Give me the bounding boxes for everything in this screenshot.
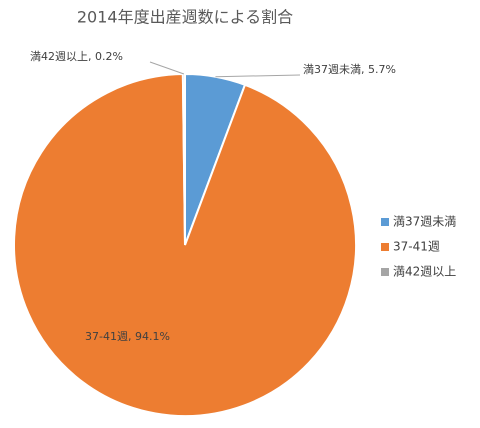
- legend-marker: [381, 218, 389, 226]
- legend-label: 満37週未満: [393, 215, 456, 229]
- legend-marker: [381, 243, 389, 251]
- legend-marker: [381, 268, 389, 276]
- leader-line: [149, 61, 185, 75]
- legend-label: 37-41週: [393, 240, 440, 254]
- data-label: 満42週以上, 0.2%: [30, 50, 123, 63]
- chart-title: 2014年度出産週数による割合: [77, 8, 293, 27]
- leader-line: [215, 74, 301, 78]
- data-label: 37-41週, 94.1%: [85, 330, 170, 343]
- legend-label: 満42週以上: [393, 265, 456, 279]
- data-label: 満37週未満, 5.7%: [303, 63, 396, 76]
